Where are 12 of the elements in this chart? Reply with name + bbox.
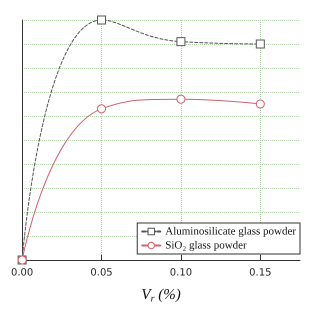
point	[97, 104, 106, 114]
point	[97, 16, 106, 24]
x-tick-label: 0.10	[170, 268, 192, 278]
point	[256, 100, 265, 108]
point	[256, 40, 265, 48]
x-tick-label: 0.00	[11, 268, 34, 278]
legend-label: SiO₂ glass powder	[165, 240, 248, 252]
x-tick-label: 0.15	[249, 268, 272, 278]
point	[176, 37, 186, 46]
legend-label: Aluminosilicate glass powder	[165, 226, 296, 238]
point	[176, 94, 186, 104]
x-tick-label: 0.05	[90, 268, 113, 278]
